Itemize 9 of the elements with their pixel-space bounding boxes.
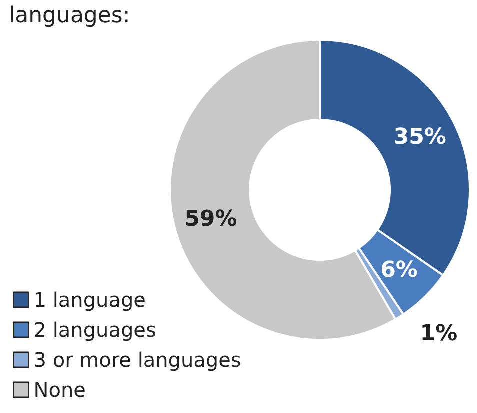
data-label: 59% [184, 207, 238, 232]
legend-label: None [34, 378, 86, 402]
legend-label: 3 or more languages [34, 348, 242, 372]
chart-title: languages: [9, 4, 130, 28]
legend-label: 2 languages [34, 318, 156, 342]
data-label: 1% [420, 322, 458, 347]
legend-label: 1 language [34, 288, 146, 312]
data-label: 6% [380, 258, 418, 284]
data-label: 35% [394, 125, 446, 150]
